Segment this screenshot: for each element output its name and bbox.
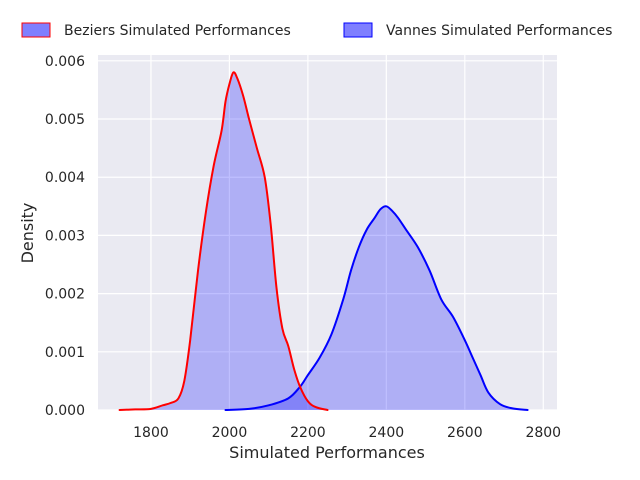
y-tick-label: 0.004 <box>45 170 85 186</box>
density-areas <box>119 72 528 410</box>
density-area-vannes <box>225 206 528 410</box>
x-tick-label: 2800 <box>525 425 561 441</box>
x-tick-label: 2200 <box>290 425 326 441</box>
x-tick-label: 2600 <box>447 425 483 441</box>
y-axis-label: Density <box>18 203 37 264</box>
plot-background <box>98 55 557 410</box>
density-line-vannes <box>224 205 529 411</box>
y-tick-label: 0.005 <box>45 112 85 128</box>
x-tick-labels: 1800 2000 2200 2400 2600 2800 <box>133 425 561 441</box>
y-tick-label: 0.003 <box>45 228 85 244</box>
legend-label-vannes: Vannes Simulated Performances <box>386 23 612 39</box>
y-tick-label: 0.000 <box>45 403 85 419</box>
x-axis-label: Simulated Performances <box>229 443 425 462</box>
y-tick-labels: 0.000 0.001 0.002 0.003 0.004 0.005 0.006 <box>45 54 85 419</box>
y-tick-label: 0.002 <box>45 287 85 303</box>
density-line-beziers <box>118 71 329 411</box>
grid-lines <box>98 55 557 411</box>
legend-swatch-beziers <box>21 22 51 38</box>
y-tick-label: 0.006 <box>45 54 85 70</box>
y-tick-label: 0.001 <box>45 345 85 361</box>
legend-swatch-vannes <box>343 22 373 38</box>
x-tick-label: 1800 <box>133 425 169 441</box>
density-area-beziers <box>119 72 328 410</box>
legend: Beziers Simulated Performances Vannes Si… <box>21 22 612 39</box>
legend-label-beziers: Beziers Simulated Performances <box>64 23 291 39</box>
density-lines <box>118 71 529 411</box>
x-tick-label: 2400 <box>369 425 405 441</box>
x-tick-label: 2000 <box>212 425 248 441</box>
